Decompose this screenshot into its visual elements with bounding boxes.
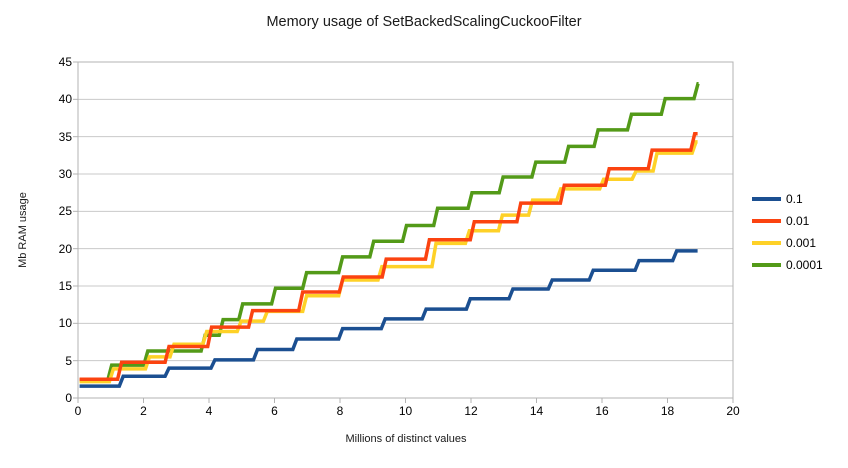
x-tick-label-8: 8 [336,404,344,418]
series-line-0.0001 [79,81,700,382]
y-tick-label-35: 35 [58,129,72,144]
legend-label: 0.1 [786,192,803,206]
legend-line-swatch-icon [752,263,781,267]
legend-label: 0.0001 [786,258,823,272]
legend-line-swatch-icon [752,219,781,223]
x-axis-title: Millions of distinct values [345,433,467,445]
x-tick-label-0: 0 [74,404,82,418]
legend: 0.1 0.01 0.001 0.0001 [752,188,823,276]
x-tick-label-20: 20 [726,404,740,418]
y-tick-label-20: 20 [58,241,72,256]
x-tick-label-4: 4 [205,404,213,418]
series-line-0.01 [79,131,698,382]
legend-label: 0.001 [786,236,817,250]
y-tick-label-0: 0 [65,391,72,405]
y-tick-label-10: 10 [58,316,72,331]
y-tick-label-5: 5 [65,353,72,368]
x-tick-label-2: 2 [140,404,147,418]
legend-label: 0.01 [786,214,810,228]
x-tick-label-10: 10 [398,404,413,418]
x-tick-label-14: 14 [529,404,544,418]
series-line-0.001 [79,140,698,384]
y-tick-label-45: 45 [58,55,72,69]
legend-item-0.0001: 0.0001 [752,254,823,276]
y-axis-title: Mb RAM usage [17,192,29,268]
x-tick-label-18: 18 [660,404,675,418]
y-tick-label-25: 25 [58,204,72,219]
series-line-0.1 [79,249,698,388]
legend-item-0.001: 0.001 [752,232,823,254]
y-tick-label-40: 40 [58,92,72,107]
legend-item-0.01: 0.01 [752,210,823,232]
chart-title: Memory usage of SetBackedScalingCuckooFi… [266,14,582,30]
x-tick-label-16: 16 [595,404,609,418]
legend-line-swatch-icon [752,241,781,245]
legend-item-0.1: 0.1 [752,188,823,210]
x-tick-label-6: 6 [271,404,278,418]
y-tick-label-30: 30 [58,167,72,181]
x-tick-label-12: 12 [464,404,478,418]
legend-line-swatch-icon [752,197,781,201]
y-tick-label-15: 15 [58,279,72,293]
